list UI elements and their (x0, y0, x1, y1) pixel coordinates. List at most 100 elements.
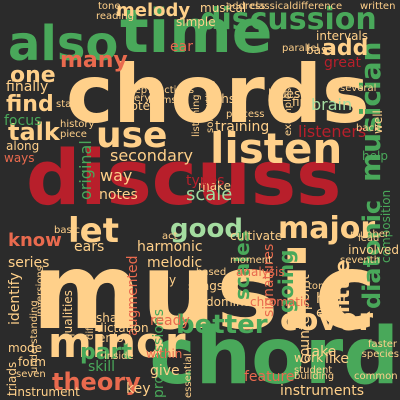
cloud-word-help: help (362, 149, 388, 163)
cloud-word-within: within (146, 347, 183, 361)
cloud-word-melodic: melodic (147, 255, 203, 271)
cloud-word-notes: notes (99, 187, 138, 203)
cloud-word-like: like (325, 351, 350, 367)
cloud-word-work: work (294, 351, 324, 365)
cloud-word-classical: classical (250, 1, 293, 12)
cloud-word-inside: inside (104, 351, 134, 362)
cloud-word-one: one (10, 63, 56, 88)
cloud-word-act: act (162, 231, 178, 242)
cloud-word-form: form (18, 355, 46, 369)
cloud-word-add: add (322, 36, 369, 61)
cloud-word-minor: minor (48, 318, 186, 367)
cloud-word-lead: lead (358, 233, 380, 244)
cloud-word-key: key (126, 381, 151, 397)
cloud-word-series: series (8, 255, 50, 271)
cloud-word-identify: identify (7, 272, 23, 325)
cloud-word-may: may (150, 273, 177, 287)
cloud-word-based: based (196, 267, 227, 278)
cloud-word-share: share (96, 311, 130, 325)
cloud-word-address: address (226, 1, 266, 12)
cloud-word-know: know (8, 230, 62, 251)
cloud-word-secondary: secondary (110, 146, 193, 165)
cloud-word-intervals: intervals (316, 29, 369, 43)
cloud-word-parallel: parallel (282, 43, 320, 54)
cloud-word-great: great (324, 55, 362, 71)
cloud-word-several: several (340, 83, 377, 94)
cloud-word-along: along (6, 139, 40, 153)
cloud-word-something: something (205, 80, 216, 133)
cloud-word-different: different (85, 297, 96, 340)
cloud-word-end: end (316, 305, 343, 321)
cloud-word-cover: cover (280, 303, 374, 338)
cloud-word-give: give (150, 363, 180, 379)
cloud-word-better: better (176, 310, 268, 340)
cloud-word-moment: moment (230, 255, 273, 266)
cloud-word-chords: chords (66, 48, 370, 141)
cloud-word-faster: faster (368, 339, 398, 350)
cloud-word-building: building (294, 371, 335, 382)
cloud-word-fifths: fifths (205, 92, 236, 106)
cloud-word-major: major (278, 211, 376, 246)
cloud-word-types: types (186, 173, 225, 189)
cloud-word-ears: ears (74, 239, 105, 255)
cloud-word-make: make (198, 179, 231, 193)
cloud-word-feature: feature (244, 369, 295, 385)
cloud-word-songs: songs (188, 279, 224, 293)
cloud-word-piece: piece (60, 129, 87, 140)
cloud-word-reading: reading (96, 11, 134, 22)
cloud-word-examples: examples (283, 87, 294, 136)
cloud-word-ways: ways (4, 151, 35, 165)
cloud-word-let: let (68, 211, 119, 251)
cloud-word-blues: blues (268, 87, 301, 101)
cloud-word-harmonic: harmonic (137, 239, 203, 255)
cloud-word-skill: skill (88, 359, 116, 375)
cloud-word-basic: basic (54, 225, 80, 236)
cloud-word-discussion: discussion (200, 2, 377, 37)
cloud-word-simple: simple (176, 15, 216, 29)
cloud-word-original: original (76, 140, 95, 200)
cloud-word-listening: listening (191, 94, 202, 137)
cloud-word-cultivate: cultivate (230, 229, 283, 243)
cloud-word-species: species (361, 349, 399, 360)
cloud-word-student: student (294, 365, 333, 376)
cloud-word-enjoy: enjoy (98, 331, 131, 345)
cloud-word-dominant: dominant (206, 295, 264, 309)
cloud-word-good: good (170, 214, 243, 244)
cloud-word-note: note (123, 99, 151, 113)
cloud-word-training: training (215, 119, 270, 135)
cloud-word-many: many (60, 48, 128, 73)
cloud-word-scale: scale (186, 184, 233, 205)
cloud-word-involved: involved (348, 243, 399, 257)
cloud-word-ear: ear (170, 39, 193, 55)
cloud-word-hear: hear (316, 291, 348, 307)
cloud-word-discuss: discuss (26, 133, 342, 222)
cloud-word-written: written (360, 1, 396, 12)
cloud-word-talk: talk (8, 118, 60, 146)
cloud-word-chord: chord (149, 312, 399, 400)
cloud-word-process: process (226, 109, 265, 120)
cloud-word-dictation: dictation (96, 321, 149, 335)
cloud-word-functions: functions (148, 85, 195, 96)
cloud-word-take: take (306, 344, 337, 360)
cloud-word-part: part (80, 340, 132, 365)
cloud-word-tone: tone (98, 1, 121, 12)
cloud-word-use: use (96, 115, 168, 156)
cloud-word-qualities: qualities (61, 290, 75, 341)
cloud-word-focus: focus (4, 113, 42, 129)
cloud-word-history: history (60, 119, 95, 130)
cloud-word-keep: keep (123, 85, 148, 96)
cloud-word-first: first (292, 95, 316, 109)
cloud-word-number: number (350, 229, 390, 240)
cloud-word-listeners: listeners (298, 122, 367, 141)
cloud-word-theory: theory (52, 368, 141, 396)
cloud-word-every: every (122, 93, 151, 104)
cloud-word-inversions: inversions (35, 266, 46, 317)
cloud-word-seventh: seventh (340, 255, 381, 266)
cloud-word-ready: ready (150, 313, 190, 329)
cloud-word-mode: mode (8, 341, 43, 355)
cloud-word-finally: finally (6, 79, 49, 95)
cloud-word-forms: forms (148, 95, 177, 106)
cloud-word-also: also (8, 16, 119, 72)
cloud-word-musical: musical (200, 1, 247, 15)
